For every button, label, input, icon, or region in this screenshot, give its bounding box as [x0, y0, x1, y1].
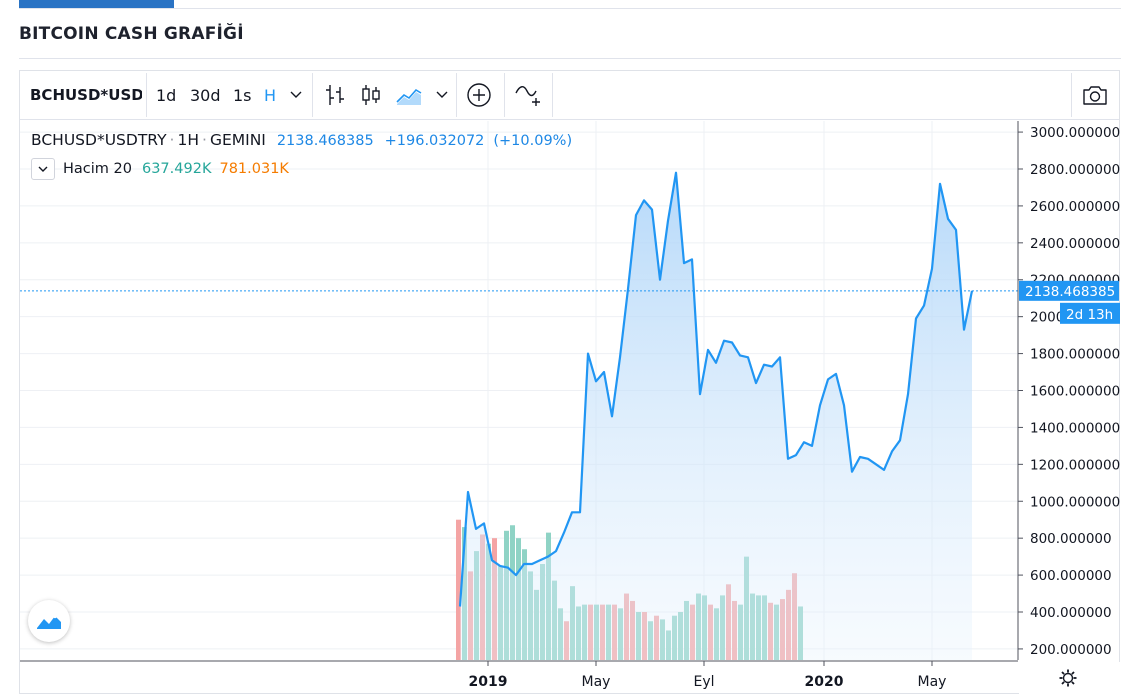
legend-dot: ·	[169, 131, 175, 149]
price-tick-label: 1000.000000	[1030, 494, 1120, 510]
settings-icon-tooth	[1061, 671, 1065, 675]
title-divider	[19, 58, 1121, 59]
toolbar-separator	[1071, 73, 1072, 117]
settings-icon-tooth	[1071, 681, 1075, 685]
price-tick-label: 1200.000000	[1030, 457, 1120, 473]
price-tick-label: 1800.000000	[1030, 347, 1120, 363]
time-tick-label: 2019	[469, 674, 508, 690]
bar-chart-button[interactable]	[323, 71, 347, 119]
legend-price: 2138.468385	[276, 133, 374, 149]
legend-collapse-button[interactable]	[31, 158, 55, 180]
toolbar-separator	[312, 73, 313, 117]
area-chart-button[interactable]	[396, 71, 422, 119]
interval-button[interactable]: H	[264, 85, 277, 105]
price-tick-label: 600.000000	[1030, 568, 1112, 584]
toolbar-separator	[146, 73, 147, 117]
top-divider	[19, 8, 1121, 9]
time-tick-label: May	[582, 674, 611, 690]
legend-change-pct: (+10.09%)	[493, 133, 573, 149]
legend-symbol: BCHUSD*USDTRY	[31, 131, 167, 149]
time-scale[interactable]: 2019 May Eyl 2020 May	[20, 660, 1120, 694]
indicators-button[interactable]	[514, 71, 544, 119]
candles-button[interactable]	[359, 71, 383, 119]
price-line	[458, 171, 974, 607]
chevron-down-icon	[290, 91, 302, 98]
price-tick-label: 3000.000000	[1030, 125, 1120, 141]
chevron-down-icon	[38, 166, 48, 172]
legend-interval: 1H	[177, 131, 200, 149]
last-price-label: 2138.468385	[1025, 284, 1115, 300]
add-compare-icon	[467, 83, 491, 107]
settings-icon-hub	[1062, 672, 1074, 684]
price-tick-label: 2600.000000	[1030, 199, 1120, 215]
area-chart-icon	[396, 88, 422, 105]
interval-dropdown[interactable]	[290, 71, 302, 119]
price-tick-label: 400.000000	[1030, 605, 1112, 621]
tradingview-logo-icon	[37, 613, 61, 629]
legend-exchange: GEMINI	[209, 131, 266, 149]
chart-type-dropdown[interactable]	[436, 71, 448, 119]
volume-bar	[456, 519, 461, 660]
price-area	[20, 171, 1018, 660]
indicators-icon	[515, 86, 540, 106]
legend-dot: ·	[202, 131, 207, 149]
screenshot-button[interactable]	[1081, 71, 1109, 119]
candles-icon	[362, 85, 380, 105]
compare-button[interactable]	[466, 71, 492, 119]
page-title: BITCOIN CASH GRAFİĞİ	[19, 24, 244, 44]
toolbar-separator	[456, 73, 457, 117]
time-tick-label: 2020	[805, 674, 844, 690]
price-area-fill	[460, 172, 972, 660]
timeframe-1s-button[interactable]: 1s	[233, 85, 252, 105]
price-tick-label: 1600.000000	[1030, 384, 1120, 400]
time-tick-label: Eyl	[693, 674, 714, 690]
settings-icon-tooth	[1071, 671, 1075, 675]
volume-legend: Hacim 20 637.492K 781.031K	[31, 158, 289, 180]
toolbar-separator	[504, 73, 505, 117]
volume-value-1: 637.492K	[141, 161, 212, 177]
chart-widget	[19, 70, 1120, 694]
chart-toolbar: BCHUSD*USDTRY 1d 30d 1s H	[20, 71, 1119, 120]
chevron-down-icon	[436, 91, 448, 98]
legend-change: +196.032072	[384, 133, 485, 149]
bar-chart-icon	[326, 85, 344, 105]
series-legend: BCHUSD*USDTRY · 1H · GEMINI 2138.468385 +196…	[31, 131, 572, 149]
volume-value-2: 781.031K	[219, 161, 289, 177]
price-scale[interactable]: 3000.000000 2800.000000 2600.000000 2400.00…	[1017, 121, 1120, 660]
last-price-badge	[1019, 280, 1119, 301]
chart-logo-button[interactable]	[28, 600, 70, 642]
time-tick-label: May	[918, 674, 947, 690]
countdown-label: 2d 13h	[1066, 307, 1113, 323]
timeframe-30d-button[interactable]: 30d	[190, 85, 221, 105]
price-tick-label: 2800.000000	[1030, 162, 1120, 178]
toolbar-separator	[552, 73, 553, 117]
settings-icon-tooth	[1061, 681, 1065, 685]
settings-icon	[1059, 669, 1077, 687]
price-tick-label: 2400.000000	[1030, 236, 1120, 252]
price-tick-label: 1400.000000	[1030, 420, 1120, 436]
countdown-badge	[1060, 302, 1120, 324]
price-tick-label: 800.000000	[1030, 531, 1112, 547]
active-tab-indicator	[19, 0, 174, 9]
timeframe-1d-button[interactable]: 1d	[156, 85, 177, 105]
symbol-search-input[interactable]: BCHUSD*USDTRY	[30, 86, 142, 104]
camera-icon	[1083, 86, 1107, 105]
price-tick-label: 200.000000	[1030, 642, 1112, 658]
volume-label: Hacim 20	[63, 161, 132, 177]
settings-cell	[1019, 662, 1120, 694]
